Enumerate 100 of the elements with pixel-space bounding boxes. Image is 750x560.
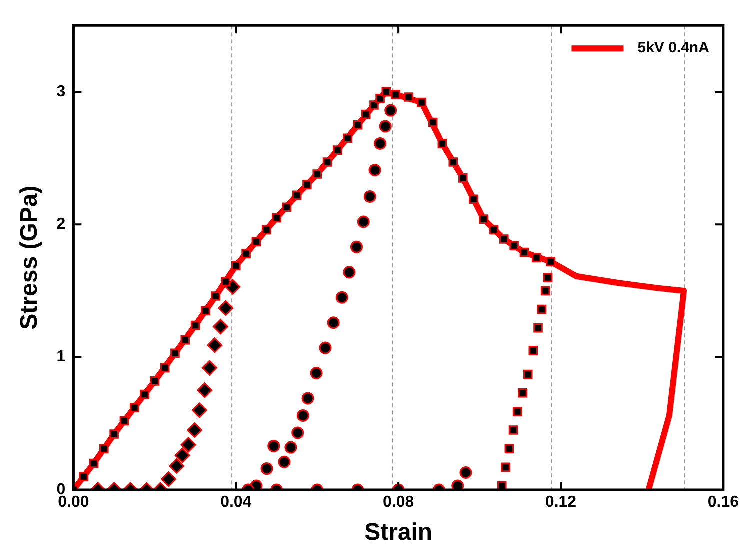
point bbox=[252, 237, 262, 247]
point bbox=[211, 292, 220, 301]
point bbox=[518, 388, 528, 398]
y-tick-label: 3 bbox=[56, 83, 66, 100]
point bbox=[357, 216, 370, 228]
point bbox=[192, 402, 208, 418]
point bbox=[170, 348, 180, 358]
point bbox=[221, 277, 231, 286]
point bbox=[319, 342, 332, 354]
point bbox=[534, 323, 543, 333]
x-axis-title: Strain bbox=[364, 519, 433, 546]
point bbox=[120, 416, 130, 426]
point bbox=[212, 319, 228, 335]
point bbox=[180, 437, 196, 453]
point bbox=[100, 444, 109, 454]
point bbox=[169, 458, 185, 474]
point bbox=[458, 174, 468, 183]
point bbox=[404, 92, 414, 102]
point bbox=[469, 194, 478, 204]
point bbox=[202, 360, 218, 376]
point bbox=[140, 390, 150, 400]
point bbox=[272, 213, 282, 223]
point bbox=[174, 448, 190, 464]
point bbox=[312, 170, 322, 179]
point bbox=[278, 456, 291, 468]
point bbox=[333, 146, 342, 155]
point bbox=[130, 403, 140, 412]
point bbox=[438, 139, 448, 148]
y-tick-label: 1 bbox=[56, 348, 66, 366]
point bbox=[512, 407, 522, 416]
point bbox=[391, 90, 400, 100]
point bbox=[322, 158, 332, 167]
point bbox=[384, 104, 398, 117]
x-tick-label: 0.04 bbox=[220, 494, 252, 512]
point bbox=[260, 462, 274, 476]
point bbox=[262, 225, 272, 235]
point bbox=[382, 87, 392, 97]
point bbox=[543, 273, 553, 282]
point bbox=[197, 382, 213, 398]
point bbox=[361, 110, 371, 120]
y-axis-title: Stress (GPa) bbox=[16, 186, 44, 330]
point bbox=[364, 190, 376, 204]
point bbox=[292, 426, 304, 440]
point bbox=[180, 335, 190, 345]
point bbox=[479, 214, 488, 224]
point bbox=[343, 134, 352, 144]
point bbox=[242, 249, 251, 258]
point bbox=[520, 248, 530, 258]
point bbox=[190, 320, 200, 330]
point bbox=[327, 316, 340, 330]
point bbox=[150, 376, 160, 386]
x-tick-label: 0.12 bbox=[545, 494, 577, 512]
point bbox=[353, 120, 363, 130]
point bbox=[160, 472, 176, 488]
point bbox=[160, 363, 170, 373]
legend-label: 5kV 0.4nA bbox=[638, 40, 710, 57]
point bbox=[292, 190, 302, 200]
point bbox=[460, 466, 472, 479]
point bbox=[231, 261, 241, 270]
point bbox=[379, 120, 392, 133]
point bbox=[528, 346, 538, 356]
point bbox=[201, 306, 210, 316]
point bbox=[374, 137, 387, 150]
point bbox=[540, 286, 550, 296]
point bbox=[336, 291, 348, 304]
point bbox=[284, 441, 298, 454]
point bbox=[350, 240, 363, 254]
point bbox=[523, 370, 533, 380]
point bbox=[368, 164, 382, 176]
point bbox=[296, 409, 310, 422]
point bbox=[207, 338, 223, 354]
point bbox=[497, 481, 507, 490]
point bbox=[508, 426, 518, 435]
point bbox=[504, 444, 514, 454]
point bbox=[268, 440, 280, 452]
point bbox=[89, 458, 99, 468]
point bbox=[310, 366, 323, 380]
point bbox=[282, 202, 292, 212]
point bbox=[218, 300, 234, 316]
point bbox=[546, 257, 556, 266]
point bbox=[500, 234, 509, 244]
point bbox=[302, 180, 312, 190]
point bbox=[489, 225, 499, 235]
x-tick-label: 0.08 bbox=[382, 494, 414, 512]
point bbox=[343, 266, 356, 279]
point bbox=[370, 100, 379, 110]
point bbox=[79, 472, 88, 482]
point bbox=[510, 241, 519, 250]
point bbox=[448, 158, 458, 167]
point bbox=[537, 304, 547, 314]
x-tick-label: 0.16 bbox=[708, 494, 740, 512]
point bbox=[186, 422, 202, 438]
point bbox=[302, 392, 314, 405]
point bbox=[417, 98, 426, 108]
point bbox=[428, 118, 438, 128]
point bbox=[532, 253, 542, 262]
point bbox=[501, 462, 510, 472]
point bbox=[110, 430, 119, 439]
point bbox=[452, 480, 464, 490]
y-tick-label: 2 bbox=[56, 216, 66, 234]
